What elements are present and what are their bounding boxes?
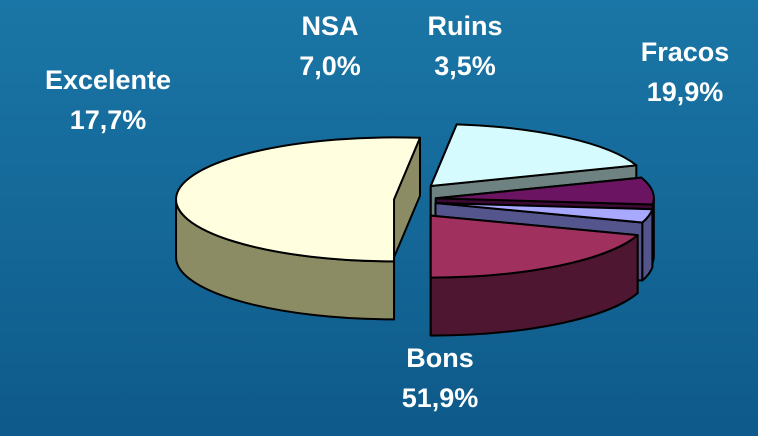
slice-label-fracos: Fracos 19,9% bbox=[620, 32, 750, 112]
pie-slice-nsa-top bbox=[434, 176, 655, 206]
slice-label-bons: Bons 51,9% bbox=[370, 338, 510, 418]
slice-label-bons-value: 51,9% bbox=[401, 383, 479, 413]
slice-label-nsa: NSA 7,0% bbox=[270, 6, 390, 86]
pie-slice-fracos bbox=[429, 214, 639, 337]
slice-label-nsa-name: NSA bbox=[301, 11, 359, 41]
slice-label-fracos-value: 19,9% bbox=[646, 77, 724, 107]
pie-slice-ruins-top bbox=[434, 202, 654, 224]
slice-label-nsa-value: 7,0% bbox=[299, 51, 361, 81]
slice-label-ruins: Ruins 3,5% bbox=[405, 6, 525, 86]
pie-slice-bons-top bbox=[175, 136, 421, 263]
slice-label-excelente: Excelente 17,7% bbox=[18, 60, 198, 140]
slice-label-excelente-value: 17,7% bbox=[69, 105, 147, 135]
pie-slice-excelente-top bbox=[429, 123, 638, 187]
slice-label-bons-name: Bons bbox=[406, 343, 474, 373]
slice-label-ruins-name: Ruins bbox=[427, 11, 503, 41]
pie-slice-bons bbox=[175, 136, 421, 321]
pie-slice-fracos-top bbox=[429, 214, 639, 279]
slice-label-ruins-value: 3,5% bbox=[434, 51, 496, 81]
slice-label-fracos-name: Fracos bbox=[640, 37, 730, 67]
slice-label-excelente-name: Excelente bbox=[44, 65, 172, 95]
